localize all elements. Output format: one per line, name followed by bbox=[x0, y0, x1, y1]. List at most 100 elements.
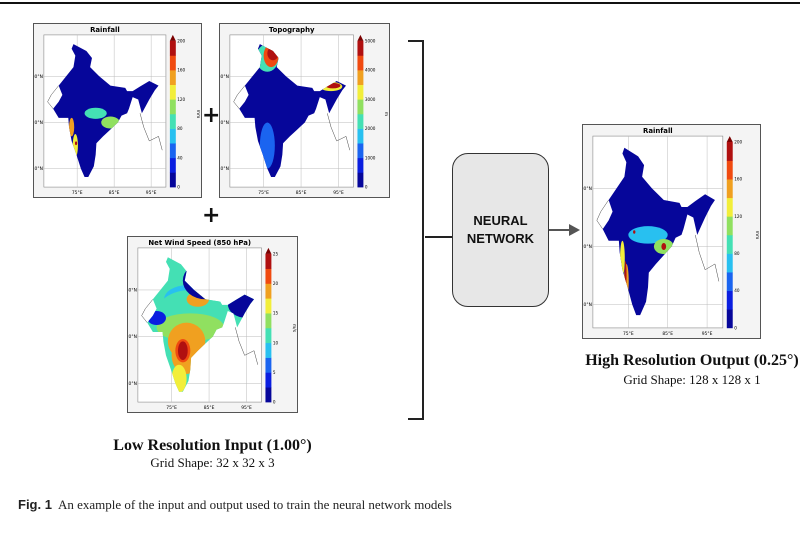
colorbar-band bbox=[357, 157, 364, 173]
lon-tick-label: 75°E bbox=[258, 190, 269, 196]
colorbar-tick-label: 80 bbox=[177, 126, 183, 131]
neural-network-box: NEURAL NETWORK bbox=[452, 153, 549, 307]
lon-tick-label: 95°E bbox=[333, 190, 344, 196]
colorbar-band bbox=[169, 99, 176, 115]
lon-tick-label: 95°E bbox=[146, 190, 157, 196]
connector-line bbox=[425, 236, 453, 238]
field-contour bbox=[74, 141, 78, 146]
network-label-line1: NEURAL bbox=[473, 212, 528, 228]
field-contour bbox=[69, 117, 75, 137]
colorbar-band bbox=[726, 197, 733, 217]
lat-tick-label: 20°N bbox=[583, 244, 592, 250]
colorbar-band bbox=[357, 84, 364, 100]
network-label-line2: NETWORK bbox=[466, 231, 535, 246]
field-contour bbox=[177, 341, 188, 361]
map-title: Topography bbox=[269, 26, 315, 34]
colorbar-extend-triangle bbox=[169, 34, 176, 41]
topography-input-map: Topography 75°E 85°E 95°E 10°N 20°N 30°N 0 1000 2… bbox=[219, 23, 390, 198]
colorbar-tick-label: 4000 bbox=[365, 68, 376, 73]
india-map-shape bbox=[53, 44, 159, 177]
lon-tick-label: 75°E bbox=[623, 331, 634, 337]
map-title: Rainfall bbox=[90, 26, 120, 34]
colorbar-band bbox=[169, 157, 176, 173]
colorbar-unit-label: m/s bbox=[291, 324, 297, 333]
colorbar-band bbox=[265, 327, 272, 344]
colorbar-band bbox=[169, 84, 176, 100]
lon-tick-label: 85°E bbox=[109, 190, 120, 196]
colorbar-band bbox=[265, 253, 272, 269]
lat-tick-label: 10°N bbox=[128, 381, 137, 387]
colorbar-tick-label: 25 bbox=[273, 251, 279, 256]
lon-tick-label: 85°E bbox=[296, 190, 307, 196]
coastline bbox=[327, 113, 351, 151]
colorbar-tick-label: 120 bbox=[177, 97, 185, 102]
colorbar-tick-label: 200 bbox=[177, 38, 185, 43]
output-label-title: High Resolution Output (0.25°) bbox=[585, 352, 799, 369]
colorbar-tick-label: 40 bbox=[177, 155, 183, 160]
lat-tick-label: 10°N bbox=[583, 302, 592, 308]
colorbar-band bbox=[357, 128, 364, 144]
colorbar-tick-label: 120 bbox=[734, 214, 742, 219]
lat-tick-label: 30°N bbox=[34, 74, 43, 80]
lon-tick-label: 85°E bbox=[662, 331, 673, 337]
colorbar-band bbox=[357, 70, 364, 86]
colorbar-band bbox=[265, 268, 272, 284]
colorbar-band bbox=[726, 160, 733, 180]
input-label-grid: Grid Shape: 32 x 32 x 3 bbox=[150, 455, 275, 470]
colorbar-band bbox=[357, 55, 364, 71]
coastline bbox=[596, 199, 609, 230]
top-rule bbox=[0, 2, 800, 4]
plus-sign: + bbox=[202, 103, 221, 128]
lat-tick-label: 30°N bbox=[128, 287, 137, 293]
colorbar-unit-label: m bbox=[383, 112, 388, 116]
lat-tick-label: 10°N bbox=[220, 166, 229, 172]
map-title: Net Wind Speed (850 hPa) bbox=[148, 239, 251, 247]
colorbar-tick-label: 10 bbox=[273, 340, 279, 345]
colorbar-tick-label: 5 bbox=[273, 370, 276, 375]
input-bracket bbox=[408, 40, 424, 420]
colorbar-band bbox=[726, 290, 733, 310]
colorbar-band bbox=[726, 142, 733, 161]
colorbar-band bbox=[169, 143, 176, 159]
lon-tick-label: 85°E bbox=[204, 405, 215, 411]
lat-tick-label: 20°N bbox=[34, 120, 43, 126]
colorbar-extend-triangle bbox=[726, 136, 733, 143]
colorbar-tick-label: 0 bbox=[177, 185, 180, 190]
colorbar-tick-label: 0 bbox=[273, 400, 276, 405]
colorbar-tick-label: 40 bbox=[734, 288, 740, 293]
lon-tick-label: 75°E bbox=[166, 405, 177, 411]
lon-tick-label: 95°E bbox=[702, 331, 713, 337]
colorbar-band bbox=[265, 298, 272, 314]
coastline bbox=[139, 113, 163, 151]
colorbar-band bbox=[357, 172, 364, 188]
colorbar-band bbox=[726, 309, 733, 329]
colorbar-tick-label: 160 bbox=[734, 177, 742, 182]
colorbar-tick-label: 160 bbox=[177, 68, 185, 73]
colorbar-band bbox=[169, 113, 176, 129]
arrow-head-icon bbox=[569, 224, 580, 236]
colorbar-tick-label: 0 bbox=[734, 325, 737, 330]
colorbar-tick-label: 1000 bbox=[365, 155, 376, 160]
colorbar-band bbox=[169, 70, 176, 86]
colorbar-tick-label: 5000 bbox=[365, 38, 376, 43]
colorbar-band bbox=[265, 342, 272, 358]
colorbar-extend-triangle bbox=[265, 247, 272, 254]
colorbar-band bbox=[265, 283, 272, 299]
colorbar-tick-label: 15 bbox=[273, 311, 279, 316]
colorbar-band bbox=[726, 272, 733, 292]
colorbar-unit-label: mm bbox=[195, 110, 200, 119]
colorbar-tick-label: 80 bbox=[734, 251, 740, 256]
colorbar-band bbox=[265, 313, 272, 329]
wind-speed-input-map: Net Wind Speed (850 hPa) 75°E 85°E 95°E 10°N… bbox=[127, 236, 298, 413]
colorbar-band bbox=[169, 128, 176, 144]
colorbar-band bbox=[357, 143, 364, 159]
caption-text: An example of the input and output used … bbox=[57, 497, 452, 512]
coastline bbox=[141, 299, 154, 323]
colorbar-tick-label: 20 bbox=[273, 281, 279, 286]
rainfall-input-map: Rainfall 75°E 85°E 95°E 10°N 20°N 30°N 0 40 80 120… bbox=[33, 23, 202, 198]
coastline bbox=[47, 85, 59, 109]
rainfall-output-map: Rainfall 75°E 85°E 95°E 10°N 20°N 30°N 0 40 80 120… bbox=[582, 124, 761, 339]
map-title: Rainfall bbox=[643, 127, 673, 135]
colorbar-tick-label: 3000 bbox=[365, 97, 376, 102]
colorbar-band bbox=[169, 55, 176, 71]
